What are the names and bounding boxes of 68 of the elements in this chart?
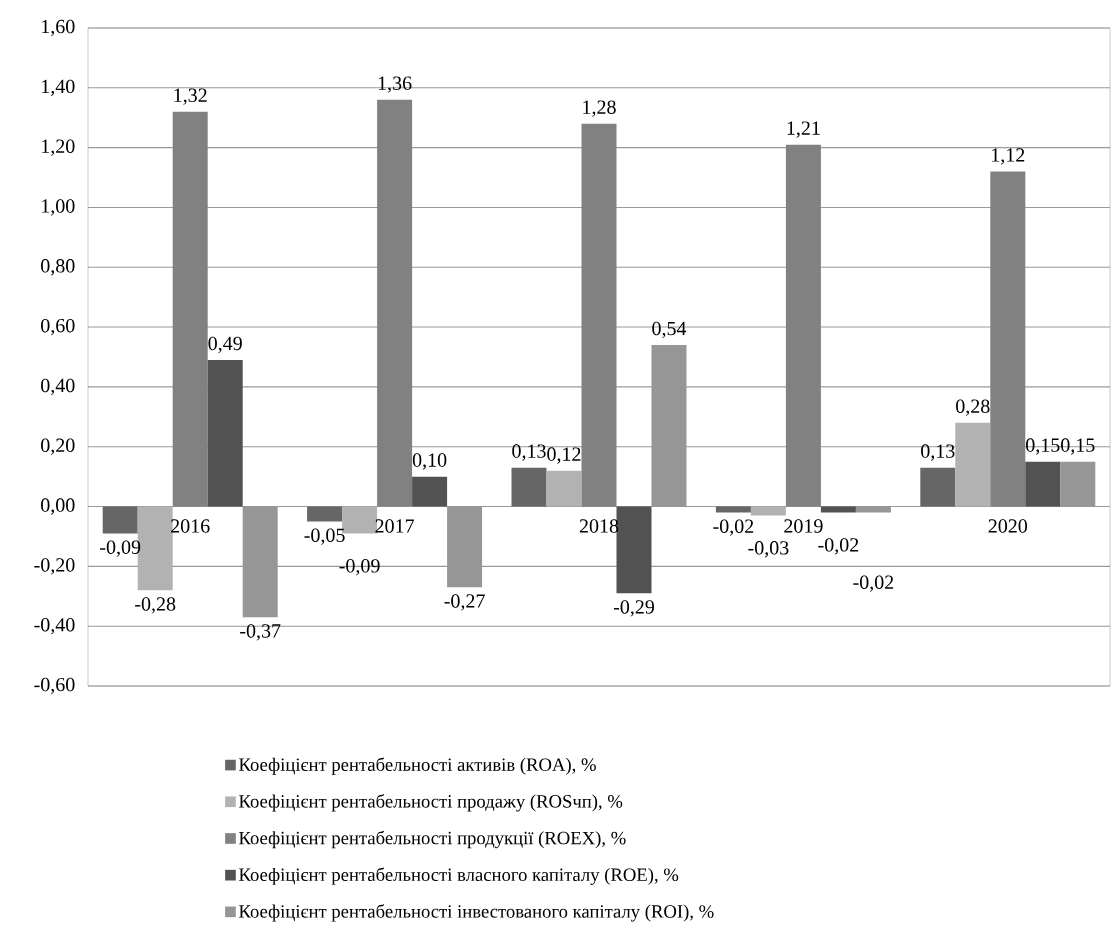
legend-label: Коефіцієнт рентабельності продукції (ROEX), %	[239, 830, 626, 849]
data-label: 1,36	[378, 76, 412, 93]
bar	[855, 506, 891, 513]
data-label: 1,12	[992, 148, 1025, 165]
y-tick-label: -0,60	[34, 677, 75, 695]
data-label: 0,49	[208, 336, 242, 354]
data-label: -0,02	[818, 538, 859, 555]
data-label: 1,21	[787, 121, 820, 138]
bar	[511, 467, 547, 507]
data-label: 0,13	[921, 444, 955, 461]
data-label: -0,37	[240, 624, 281, 641]
bar	[651, 345, 687, 507]
bar	[715, 506, 751, 513]
x-tick-label: 2020	[988, 519, 1028, 533]
legend-label: Коефіцієнт рентабельності власного капіталу (ROE), %	[239, 867, 679, 885]
y-tick-label: 0,20	[41, 438, 75, 455]
data-label: -0,29	[613, 600, 655, 617]
bar	[242, 506, 278, 618]
data-label: -0,05	[304, 528, 345, 545]
bar	[820, 506, 856, 513]
y-tick-label: 1,20	[42, 139, 75, 156]
bar	[102, 506, 138, 534]
legend-label: Коефіцієнт рентабельності активів (ROA), %	[239, 757, 596, 775]
data-label: 1,32	[174, 88, 207, 105]
bar	[1025, 461, 1061, 507]
data-label: 0,28	[956, 399, 990, 416]
bar	[207, 359, 243, 507]
bar	[447, 506, 483, 588]
bar	[785, 144, 821, 507]
bar	[581, 123, 617, 507]
data-label: -0,03	[748, 541, 789, 558]
data-label: 0,10	[412, 453, 447, 470]
bar	[172, 111, 208, 507]
y-tick-label: -0,20	[34, 558, 75, 575]
legend-label: Коефіцієнт рентабельності інвестованого капіталу (ROI), %	[239, 904, 714, 922]
bar	[307, 506, 343, 522]
x-tick-label: 2019	[784, 519, 823, 533]
bar	[750, 506, 786, 516]
data-label: -0,02	[853, 575, 894, 592]
bar	[990, 171, 1026, 507]
bar	[377, 99, 413, 507]
data-label: -0,27	[444, 594, 485, 611]
bar	[1060, 461, 1096, 507]
x-tick-label: 2017	[375, 519, 415, 533]
data-label: -0,09	[100, 540, 141, 557]
bar	[920, 467, 956, 507]
y-tick-label: 0,60	[41, 318, 75, 336]
data-label: 0,54	[652, 321, 687, 339]
y-tick-label: 1,00	[42, 199, 75, 216]
data-label: 0,12	[547, 447, 581, 464]
y-tick-label: 1,60	[42, 19, 75, 37]
data-label: 0,15	[1026, 438, 1060, 455]
data-label: -0,02	[713, 519, 754, 536]
y-tick-label: 0,00	[41, 498, 75, 515]
legend-label: Коефіцієнт рентабельності продажу (ROSчп), %	[239, 794, 623, 812]
y-tick-label: 0,80	[41, 259, 75, 276]
x-tick-label: 2016	[171, 519, 210, 533]
y-tick-label: 1,40	[42, 79, 75, 96]
bar	[412, 476, 448, 507]
bar	[955, 422, 991, 507]
data-label: -0,28	[135, 597, 176, 614]
y-tick-label: 0,40	[41, 378, 75, 396]
data-label: 0,15	[1061, 438, 1095, 455]
y-tick-label: -0,40	[34, 618, 75, 635]
bar	[546, 470, 582, 507]
data-label: 1,28	[583, 100, 616, 117]
data-label: -0,09	[339, 559, 380, 576]
data-label: 0,13	[512, 444, 546, 461]
